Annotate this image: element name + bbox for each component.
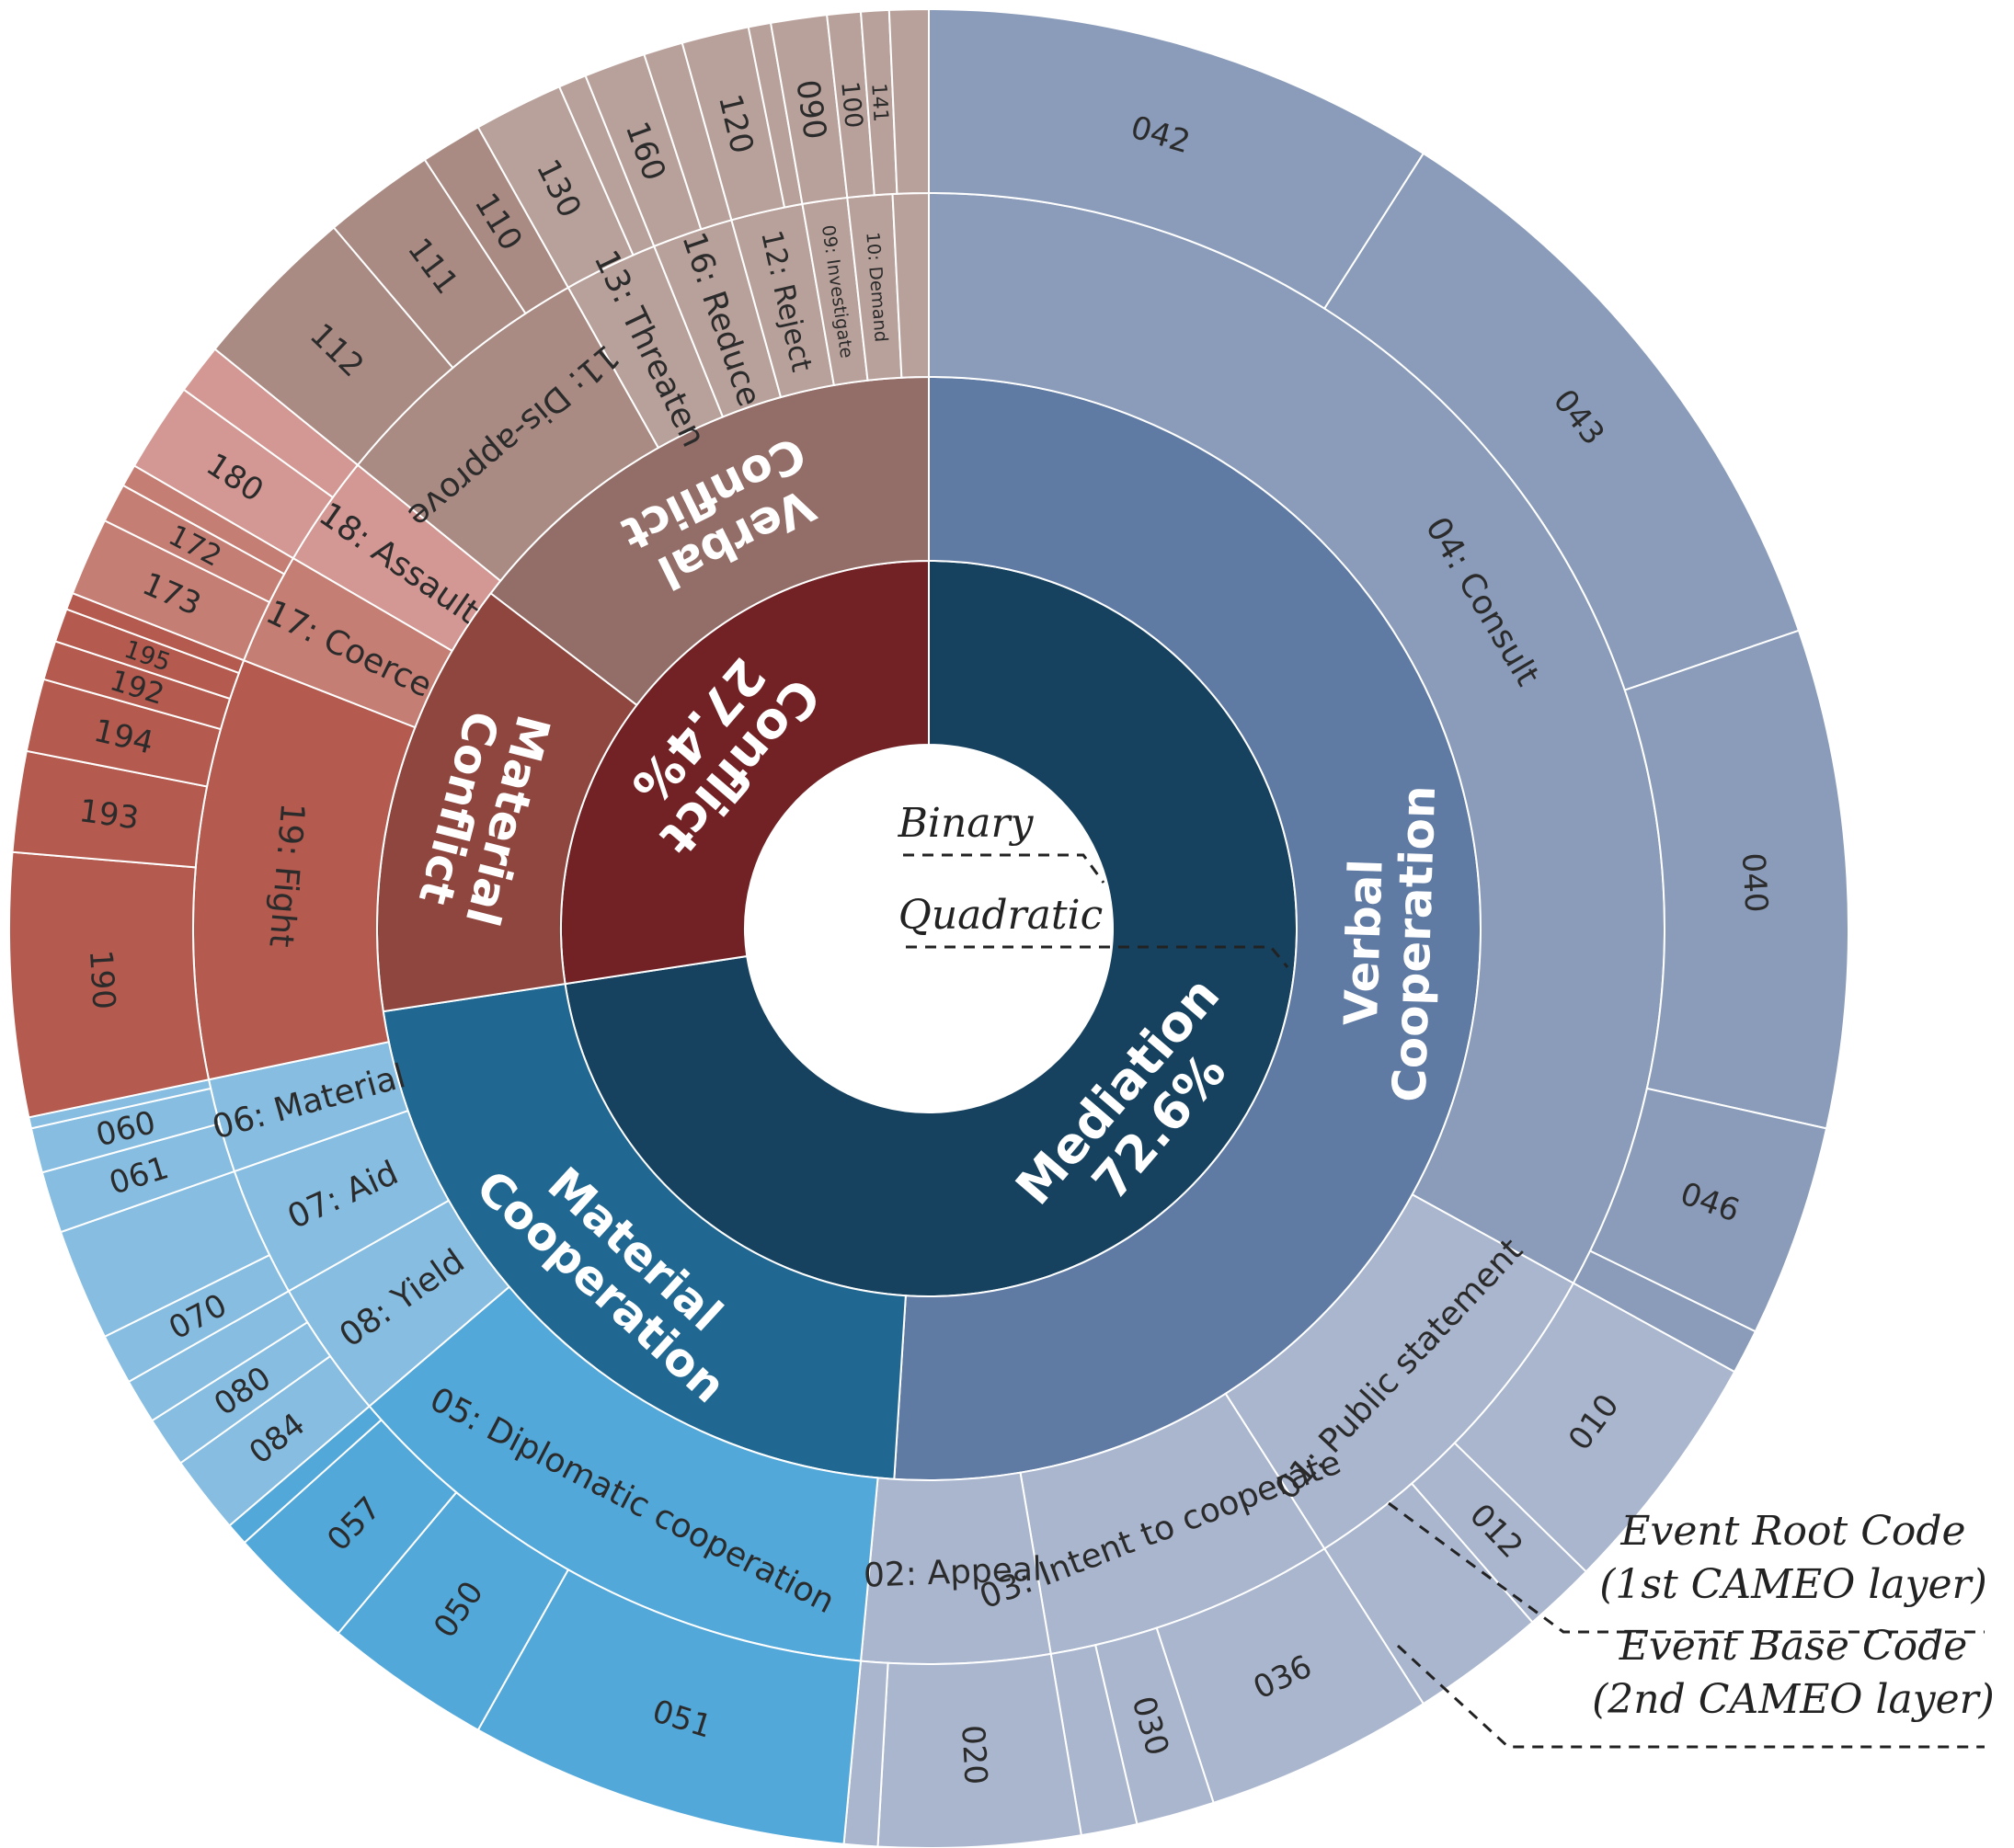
base-code-level-sublabel: (2nd CAMEO layer): [1592, 1676, 1995, 1723]
base-code-level-label: Event Base Code: [1619, 1623, 1968, 1670]
binary-level-label: Binary: [898, 800, 1035, 847]
quadratic-guide-line: [906, 945, 1289, 968]
base-codes-label-040-2: 040: [1734, 852, 1775, 914]
base-code-guide-line: [1396, 1644, 1985, 1749]
binary-guide-line: [903, 853, 1105, 884]
root-code-guide-line: [1388, 1501, 1985, 1634]
root-code-level-sublabel: (1st CAMEO layer): [1599, 1561, 1986, 1608]
base-codes-label-190-25: 190: [82, 949, 122, 1010]
level-guides: Binary Quadratic Event Root Code (1st CA…: [898, 800, 1995, 1749]
root-codes-label-02-appeal-3: 02: Appeal: [863, 1551, 1042, 1595]
base-codes-label-090-45: 090: [788, 77, 833, 142]
base-codes-label-100-46: 100: [835, 80, 868, 130]
sunburst-rings: [8, 7, 1849, 1848]
quadratic-level-label: Quadratic: [898, 892, 1103, 939]
root-code-level-label: Event Root Code: [1619, 1508, 1965, 1555]
base-codes-label-193-26: 193: [77, 793, 142, 838]
base-codes-label-141-47: 141: [866, 83, 892, 123]
base-codes-segment-segment-48: [887, 7, 930, 195]
base-codes-label-020-11: 020: [954, 1724, 994, 1785]
quadratic-label-verbal-cooperation-0: VerbalCooperation: [1332, 783, 1446, 1103]
